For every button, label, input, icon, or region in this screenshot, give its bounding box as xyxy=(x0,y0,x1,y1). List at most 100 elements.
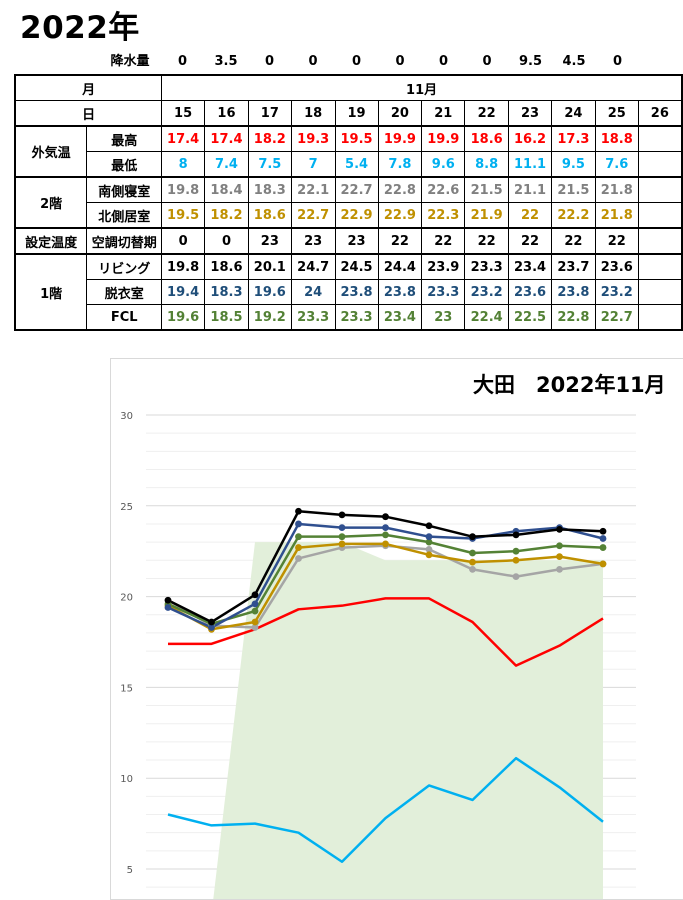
fcl-cell: 19.6 xyxy=(161,304,206,331)
empty-cell xyxy=(637,279,683,305)
data-point xyxy=(251,591,259,599)
living-cell: 23.3 xyxy=(464,253,510,280)
data-point xyxy=(512,547,520,555)
low-temp-cell: 7.6 xyxy=(594,151,639,178)
empty-cell xyxy=(637,253,683,280)
dressing-cell: 23.3 xyxy=(421,279,466,305)
south-bedroom-cell: 21.5 xyxy=(464,176,510,203)
data-point xyxy=(295,520,302,528)
y-tick-label: 30 xyxy=(120,411,133,422)
fcl-cell: 22.4 xyxy=(464,304,510,331)
south-bedroom-cell: 22.6 xyxy=(421,176,466,203)
living-cell: 23.9 xyxy=(421,253,466,280)
high-temp-cell: 19.9 xyxy=(421,125,466,152)
day-cell: 20 xyxy=(377,100,423,127)
north-living-cell: 21.9 xyxy=(464,202,510,229)
high-temp-cell: 18.2 xyxy=(247,125,292,152)
ac-switch-label: 空調切替期 xyxy=(86,227,163,255)
fcl-cell: 23.3 xyxy=(334,304,379,331)
low-temp-cell: 7 xyxy=(290,151,336,178)
data-point xyxy=(512,573,520,581)
empty-cell xyxy=(637,151,683,178)
day-cell: 23 xyxy=(508,100,552,127)
empty-cell xyxy=(637,202,683,229)
low-temp-cell: 8.8 xyxy=(464,151,510,178)
day-cell: 21 xyxy=(421,100,466,127)
setting-temp-cell: 22 xyxy=(508,227,552,255)
data-point xyxy=(251,600,259,608)
data-point xyxy=(556,526,563,533)
data-point xyxy=(469,549,476,557)
data-point xyxy=(599,535,607,542)
fcl-cell: 23.4 xyxy=(377,304,423,331)
dressing-cell: 24 xyxy=(290,279,336,305)
low-temp-cell: 7.8 xyxy=(377,151,423,178)
north-living-cell: 22.2 xyxy=(550,202,596,229)
y-tick-label: 5 xyxy=(127,865,133,876)
floor1-label: 1階 xyxy=(14,253,88,331)
north-living-cell: 21.8 xyxy=(594,202,639,229)
data-point xyxy=(425,551,433,559)
data-point xyxy=(251,618,259,626)
month-value: 11月 xyxy=(161,74,683,101)
empty-cell xyxy=(637,176,683,203)
marker-layer xyxy=(164,507,607,633)
area-layer xyxy=(213,542,603,899)
south-bedroom-cell: 22.1 xyxy=(290,176,336,203)
low-temp-cell: 9.6 xyxy=(421,151,466,178)
day-cell: 16 xyxy=(204,100,249,127)
north-living-cell: 22.7 xyxy=(290,202,336,229)
south-bedroom-cell: 19.8 xyxy=(161,176,206,203)
dressing-cell: 23.8 xyxy=(334,279,379,305)
fcl-cell: 22.5 xyxy=(508,304,552,331)
living-cell: 24.7 xyxy=(290,253,336,280)
fcl-cell: 23 xyxy=(421,304,466,331)
south-bedroom-cell: 22.8 xyxy=(377,176,423,203)
y-tick-label: 15 xyxy=(120,683,133,694)
data-point xyxy=(208,624,215,631)
data-point xyxy=(295,507,302,515)
high-temp-row: 外気温 最高 17.4 17.4 18.2 19.3 19.5 19.9 19.… xyxy=(14,125,683,178)
setting-temp-cell: 23 xyxy=(334,227,379,255)
setting-temp-cell: 0 xyxy=(161,227,206,255)
data-point xyxy=(164,604,172,611)
north-living-cell: 22 xyxy=(508,202,552,229)
low-temp-row: 最低 8 7.4 7.5 7 5.4 7.8 9.6 8.8 11.1 9.5 … xyxy=(15,151,683,178)
data-point xyxy=(469,558,476,566)
rainfall-value: 0 xyxy=(395,54,405,69)
day-cell: 24 xyxy=(550,100,596,127)
rainfall-value: 9.5 xyxy=(518,54,543,69)
dressing-cell: 19.4 xyxy=(161,279,206,305)
data-point xyxy=(295,544,302,551)
north-living-cell: 18.2 xyxy=(204,202,249,229)
rainfall-value: 0 xyxy=(612,54,623,69)
data-point xyxy=(382,524,389,531)
data-point xyxy=(556,542,563,550)
high-temp-cell: 18.6 xyxy=(464,125,510,152)
data-point xyxy=(599,527,607,535)
low-temp-cell: 5.4 xyxy=(334,151,379,178)
dressing-cell: 19.6 xyxy=(247,279,292,305)
north-living-cell: 22.3 xyxy=(421,202,466,229)
day-cell: 18 xyxy=(290,100,336,127)
low-temp-cell: 7.4 xyxy=(204,151,249,178)
high-temp-label: 最高 xyxy=(86,125,163,152)
rainfall-value: 0 xyxy=(482,54,492,69)
empty-cell xyxy=(637,125,683,152)
fcl-cell: 22.7 xyxy=(594,304,639,331)
y-tick-label: 25 xyxy=(120,502,133,513)
high-temp-cell: 16.2 xyxy=(508,125,552,152)
series-line xyxy=(168,597,604,667)
dressing-cell: 23.8 xyxy=(377,279,423,305)
day-cell: 17 xyxy=(247,100,292,127)
y-tick-label: 20 xyxy=(120,593,133,604)
rainfall-value: 3.5 xyxy=(214,54,238,69)
floor2-label: 2階 xyxy=(14,176,88,229)
setting-temp-cell: 23 xyxy=(290,227,336,255)
high-temp-cell: 19.5 xyxy=(334,125,379,152)
day-cell: 19 xyxy=(334,100,379,127)
setting-temp-row: 設定温度 空調切替期 0 0 23 23 23 22 22 22 22 22 2… xyxy=(14,227,683,255)
day-row: 日 15 16 17 18 19 20 21 22 23 24 25 26 xyxy=(14,100,683,127)
y-tick-label: 10 xyxy=(120,774,133,785)
living-row: 1階 リビング 19.8 18.6 20.1 24.7 24.5 24.4 23… xyxy=(14,253,683,331)
